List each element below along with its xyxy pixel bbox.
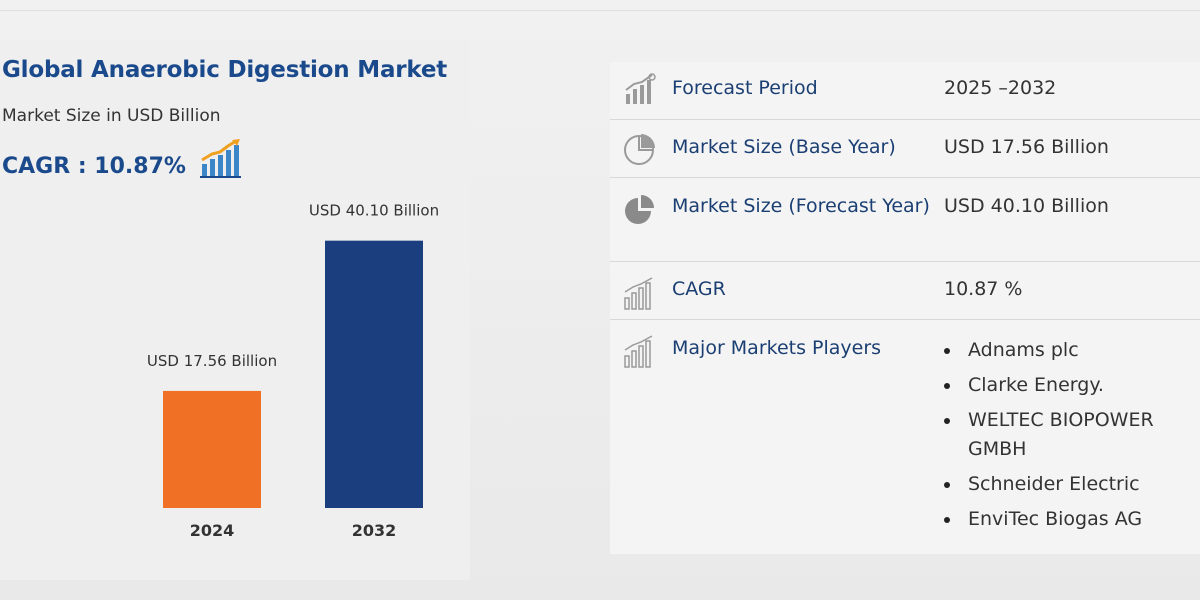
list-item: EnviTec Biogas AG <box>944 505 1194 534</box>
info-row-players: Major Markets Players Adnams plc Clarke … <box>610 320 1200 554</box>
growth-chart-icon <box>200 139 241 178</box>
player-name: Clarke Energy. <box>968 374 1104 396</box>
bar-chart: USD 17.56 Billion 2024 USD 40.10 Billion 20… <box>147 202 439 540</box>
info-label: Market Size (Base Year) <box>672 136 896 158</box>
pie-chart-filled-icon <box>625 195 654 224</box>
info-label: Major Markets Players <box>672 337 882 359</box>
x-tick-label: 2024 <box>190 521 235 540</box>
info-label: Market Size (Forecast Year) <box>672 195 930 217</box>
info-row-cagr: CAGR 10.87 % <box>610 262 1200 320</box>
x-tick-label: 2032 <box>352 521 397 540</box>
player-name: Schneider Electric <box>968 473 1140 495</box>
bar-chart-growth-icon <box>625 73 656 104</box>
list-item: Schneider Electric <box>944 470 1194 499</box>
list-item: WELTEC BIOPOWER GMBH <box>944 406 1194 464</box>
row-divider <box>610 319 1200 320</box>
bullet-icon <box>944 482 950 488</box>
players-list: Adnams plc Clarke Energy. WELTEC BIOPOWE… <box>944 336 1194 540</box>
player-name: EnviTec Biogas AG <box>968 508 1143 530</box>
page-title: Global Anaerobic Digestion Market <box>2 57 448 83</box>
row-divider <box>610 177 1200 178</box>
info-value: USD 17.56 Billion <box>944 136 1109 158</box>
info-label: CAGR <box>672 278 726 300</box>
info-value: USD 40.10 Billion <box>944 195 1109 217</box>
bullet-icon <box>944 517 950 523</box>
bullet-icon <box>944 383 950 389</box>
bar-2032 <box>325 240 423 508</box>
bar-2024 <box>163 390 261 508</box>
info-panel: Forecast Period 2025 –2032 Market Size (… <box>610 62 1200 554</box>
cagr-label: CAGR : 10.87% <box>2 154 186 179</box>
info-row-forecast-year: Market Size (Forecast Year) USD 40.10 Bi… <box>610 178 1200 262</box>
list-item: Clarke Energy. <box>944 371 1194 400</box>
bar-chart-icon <box>624 335 653 368</box>
list-item: Adnams plc <box>944 336 1194 365</box>
info-row-forecast-period: Forecast Period 2025 –2032 <box>610 62 1200 120</box>
top-divider <box>0 10 1200 11</box>
row-divider <box>610 119 1200 120</box>
info-label: Forecast Period <box>672 77 818 99</box>
player-name: Adnams plc <box>968 339 1079 361</box>
data-label: USD 17.56 Billion <box>147 352 277 370</box>
info-value: 2025 –2032 <box>944 77 1057 99</box>
pie-chart-outline-icon <box>624 134 655 165</box>
row-divider <box>610 261 1200 262</box>
bullet-icon <box>944 348 950 354</box>
data-label: USD 40.10 Billion <box>309 202 439 220</box>
player-name: WELTEC BIOPOWER GMBH <box>968 409 1154 460</box>
info-row-base-year: Market Size (Base Year) USD 17.56 Billio… <box>610 120 1200 178</box>
bars-layer: USD 17.56 Billion 2024 USD 40.10 Billion 20… <box>147 202 439 540</box>
chart-subtitle: Market Size in USD Billion <box>2 106 221 126</box>
bar-chart-icon <box>624 277 653 310</box>
info-value: 10.87 % <box>944 278 1023 300</box>
bullet-icon <box>944 418 950 424</box>
